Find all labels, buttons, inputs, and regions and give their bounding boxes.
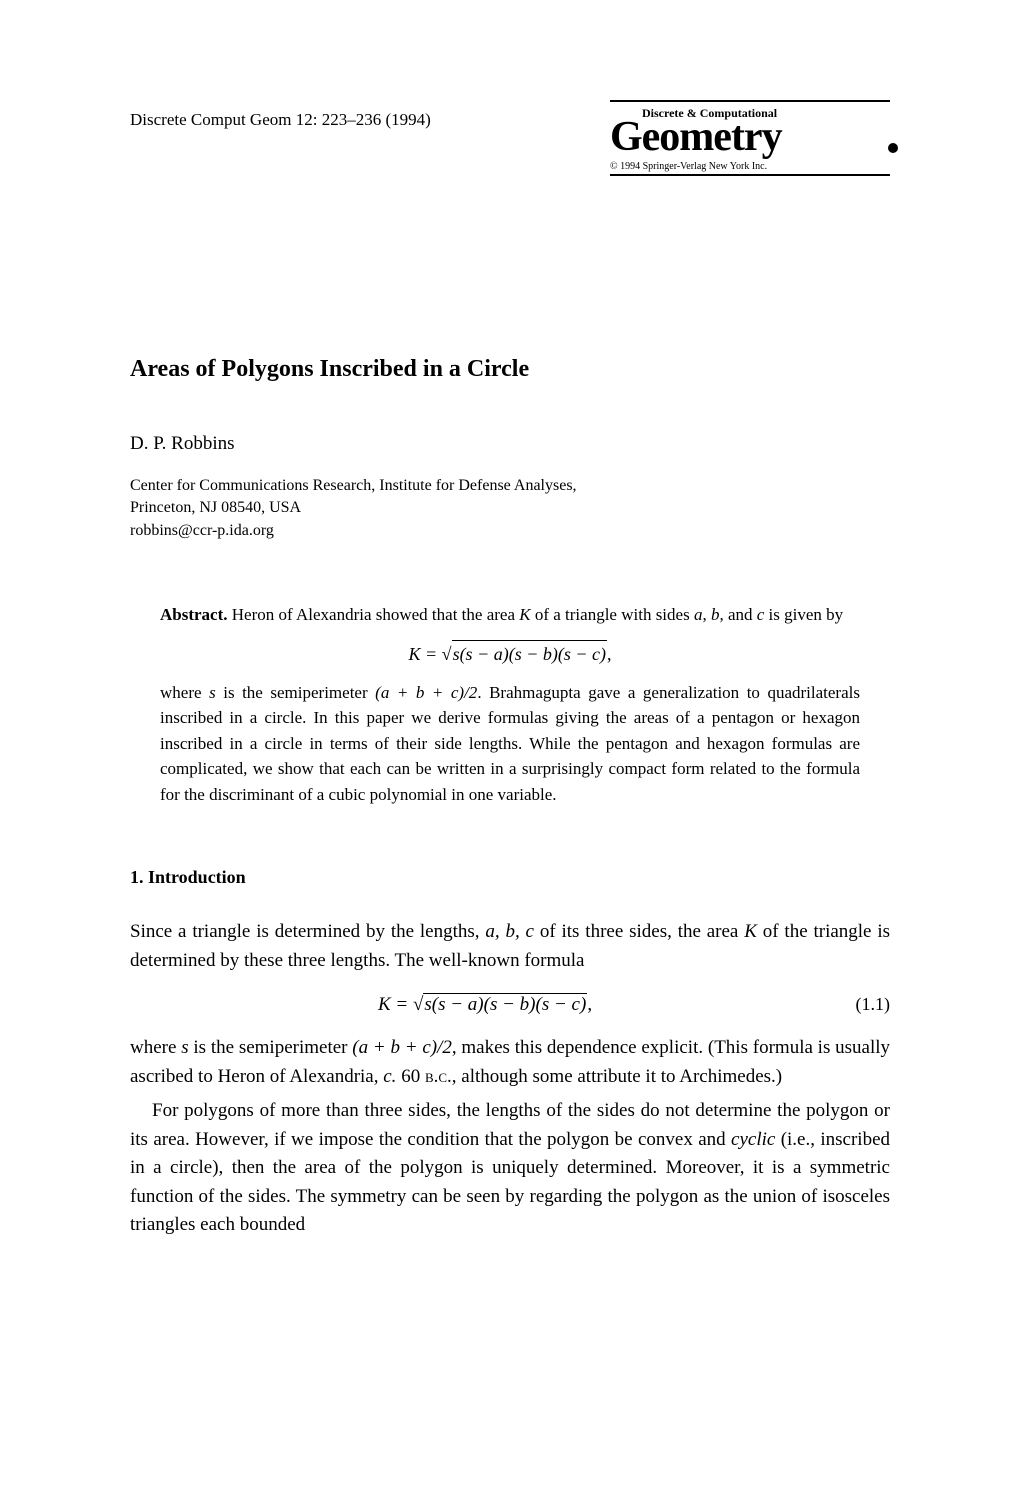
affiliation-address: Princeton, NJ 08540, USA <box>130 499 301 516</box>
math-inline: a, b, c <box>485 921 534 942</box>
term-cyclic: cyclic <box>731 1129 775 1150</box>
math-var: s <box>181 1037 188 1058</box>
journal-logo: Discrete & Computational Geometry © 1994… <box>610 100 890 176</box>
math-var: K <box>519 605 530 624</box>
abstract-block: Abstract. Heron of Alexandria showed tha… <box>160 602 860 807</box>
equation-formula: K = s(s − a)(s − b)(s − c), <box>130 993 840 1016</box>
math-var: K <box>744 921 757 942</box>
journal-reference: Discrete Comput Geom 12: 223–236 (1994) <box>130 100 431 130</box>
copyright-text: © 1994 Springer-Verlag New York Inc. <box>610 161 890 176</box>
abstract-label: Abstract. <box>160 605 228 624</box>
affiliation-email: robbins@ccr-p.ida.org <box>130 522 274 539</box>
math-inline: (a + b + c)/2 <box>352 1037 452 1058</box>
abstract-text: , <box>702 605 711 624</box>
logo-title: Geometry <box>610 113 890 161</box>
abstract-text: where <box>160 683 209 702</box>
author-affiliation: Center for Communications Research, Inst… <box>130 475 890 542</box>
body-paragraph: For polygons of more than three sides, t… <box>130 1097 890 1240</box>
era-bc: b.c. <box>425 1066 452 1087</box>
affiliation-org: Center for Communications Research, Inst… <box>130 477 577 494</box>
math-var: s <box>209 683 216 702</box>
math-inline: (a + b + c)/2 <box>375 683 477 702</box>
equation-number: (1.1) <box>840 994 890 1015</box>
logo-dot-icon <box>888 143 898 153</box>
equation-display: K = s(s − a)(s − b)(s − c), (1.1) <box>130 993 890 1016</box>
sqrt-icon: s(s − a)(s − b)(s − c) <box>413 993 587 1016</box>
abstract-formula: K = s(s − a)(s − b)(s − c), <box>160 640 860 668</box>
abstract-text: of a triangle with sides <box>531 605 694 624</box>
sqrt-icon: s(s − a)(s − b)(s − c) <box>442 640 607 668</box>
abstract-text: is the semiperimeter <box>216 683 375 702</box>
circa: c. <box>383 1066 396 1087</box>
abstract-text: Heron of Alexandria showed that the area <box>232 605 519 624</box>
abstract-text: is given by <box>764 605 843 624</box>
body-paragraph: Since a triangle is determined by the le… <box>130 918 890 975</box>
body-paragraph: where s is the semiperimeter (a + b + c)… <box>130 1034 890 1091</box>
abstract-text: , and <box>719 605 756 624</box>
section-heading: 1. Introduction <box>130 867 890 888</box>
author-name: D. P. Robbins <box>130 433 890 455</box>
article-title: Areas of Polygons Inscribed in a Circle <box>130 356 890 383</box>
page-header: Discrete Comput Geom 12: 223–236 (1994) … <box>130 100 890 176</box>
